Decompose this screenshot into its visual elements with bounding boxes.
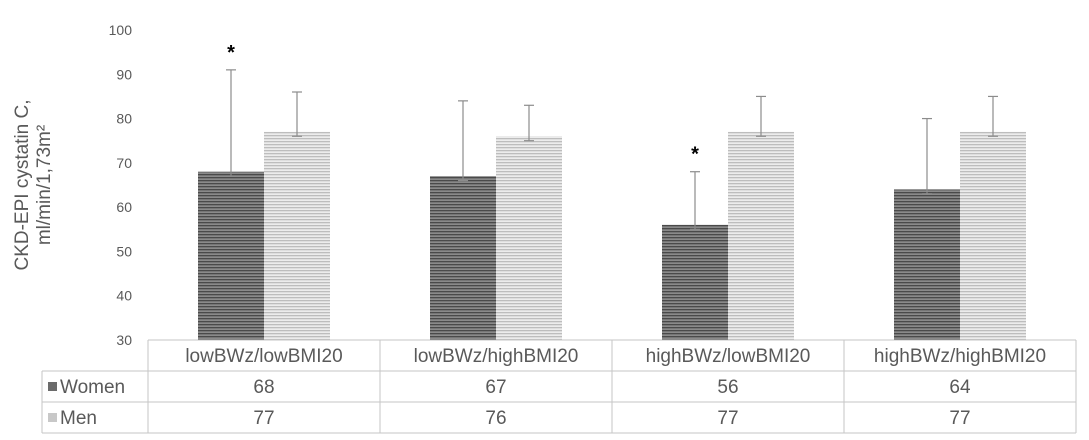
bar-men-4 xyxy=(960,131,1026,340)
y-tick-label: 80 xyxy=(116,111,132,127)
bar-women-4 xyxy=(894,189,960,340)
table-value: 64 xyxy=(949,377,971,398)
table-value: 67 xyxy=(485,377,506,398)
y-axis-label: CKD-EPI cystatin C, ml/min/1,73m² xyxy=(12,99,55,270)
table-value: 77 xyxy=(253,408,274,429)
y-axis-ticks: 30 40 50 60 70 80 90 100 xyxy=(109,22,133,348)
legend-label-women: Women xyxy=(60,377,125,398)
y-tick-label: 40 xyxy=(116,288,132,304)
y-tick-label: 100 xyxy=(109,22,133,38)
y-tick-label: 60 xyxy=(116,199,132,215)
y-tick-label: 90 xyxy=(116,66,132,82)
legend-key-men xyxy=(48,413,57,422)
category-label: highBWz/lowBMI20 xyxy=(646,346,811,367)
category-label: highBWz/highBMI20 xyxy=(874,346,1046,367)
table-value: 77 xyxy=(949,408,970,429)
y-tick-label: 50 xyxy=(116,243,132,259)
legend-key-women xyxy=(48,382,57,391)
bar-men-2 xyxy=(496,136,562,340)
significance-star: * xyxy=(691,144,699,166)
bar-women-2 xyxy=(430,176,496,340)
legend-label-men: Men xyxy=(60,408,97,429)
table-value: 68 xyxy=(253,377,274,398)
y-axis-label-line: CKD-EPI cystatin C, xyxy=(12,99,33,270)
y-tick-label: 70 xyxy=(116,155,132,171)
bars xyxy=(198,131,1026,340)
category-label: lowBWz/highBMI20 xyxy=(414,346,579,367)
bar-women-1 xyxy=(198,171,264,340)
significance-star: * xyxy=(227,42,235,64)
y-tick-label: 30 xyxy=(116,332,132,348)
bar-women-3 xyxy=(662,224,728,340)
table-value: 56 xyxy=(717,377,738,398)
table-value: 77 xyxy=(717,408,738,429)
significance-marks: ** xyxy=(227,42,699,166)
data-table: lowBWz/lowBMI20 lowBWz/highBMI20 highBWz/l… xyxy=(41,339,1077,434)
category-label: lowBWz/lowBMI20 xyxy=(185,346,342,367)
y-axis-label-line: ml/min/1,73m² xyxy=(34,125,55,245)
table-value: 76 xyxy=(485,408,506,429)
error-bars xyxy=(226,69,998,230)
bar-men-3 xyxy=(728,131,794,340)
bar-men-1 xyxy=(264,131,330,340)
